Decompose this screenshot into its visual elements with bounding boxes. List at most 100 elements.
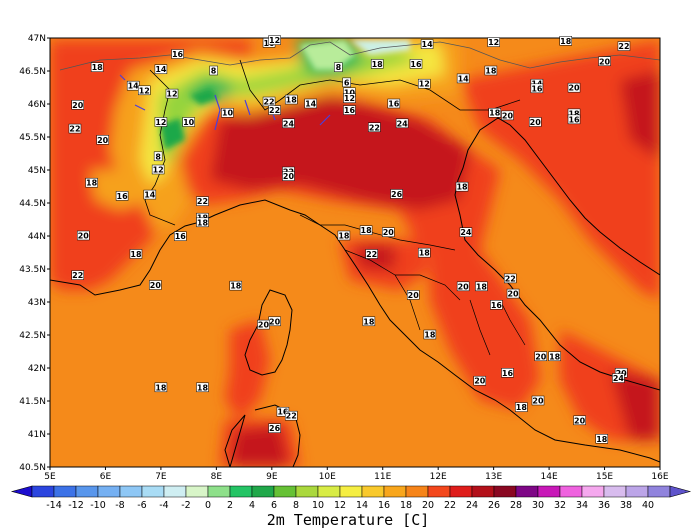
- colorbar-swatch: [427, 485, 451, 498]
- point-value-box: [138, 85, 151, 96]
- point-value: 18: [90, 62, 104, 72]
- colorbar-swatch: [471, 485, 495, 498]
- point-value-text: 20: [269, 317, 281, 326]
- point-value-box: [567, 114, 581, 125]
- point-value-text: 22: [72, 271, 83, 280]
- point-value-box: [475, 281, 488, 292]
- point-value-text: 26: [269, 424, 281, 433]
- point-value-text: 18: [549, 352, 561, 361]
- point-value-box: [196, 196, 209, 206]
- point-value-text: 18: [197, 218, 209, 227]
- point-value: 22: [71, 270, 84, 280]
- point-value-box: [484, 65, 498, 76]
- point-value: 8: [334, 62, 343, 72]
- point-value: 18: [284, 94, 298, 105]
- point-value-text: 16: [175, 232, 187, 241]
- colorbar-tick-label: -12: [68, 500, 84, 511]
- point-value-text: 18: [596, 435, 608, 444]
- point-value-box: [501, 368, 514, 378]
- point-value-text: 18: [456, 183, 468, 192]
- point-value-box: [487, 37, 500, 47]
- point-value: 16: [171, 49, 184, 59]
- point-value: 12: [154, 117, 168, 127]
- point-value-box: [501, 110, 514, 121]
- point-value-box: [531, 395, 545, 406]
- point-value-box: [284, 94, 298, 105]
- point-value: 20: [149, 280, 162, 290]
- point-value: 18: [484, 65, 498, 76]
- point-value: 20: [77, 230, 90, 241]
- lon-tick-label: 11E: [374, 472, 391, 482]
- point-value-text: 22: [197, 197, 208, 206]
- colorbar-tick-label: 30: [532, 500, 544, 511]
- colorbar-swatch: [493, 485, 517, 498]
- point-value-box: [268, 35, 281, 45]
- point-value-text: 20: [502, 111, 514, 120]
- point-value: 22: [262, 96, 276, 107]
- point-value: 18: [559, 36, 572, 46]
- point-value-text: 18: [286, 96, 298, 105]
- longitude-axis: 5E 6E 7E 8E 9E 10E 11E 12E 13E 14E 15E 16E: [44, 467, 669, 482]
- point-value: 18: [359, 225, 373, 235]
- colorbar-tick-label: -6: [137, 500, 146, 511]
- point-value-text: 18: [361, 226, 373, 235]
- point-value: 24: [395, 118, 409, 128]
- point-value: 16: [501, 368, 514, 378]
- point-value-text: 12: [269, 36, 280, 45]
- point-value-text: 16: [568, 115, 580, 124]
- point-value-box: [406, 290, 420, 300]
- point-value-text: 12: [153, 166, 164, 175]
- point-value: 22: [504, 273, 517, 283]
- point-value-text: 20: [535, 352, 547, 361]
- point-value-text: 24: [613, 374, 625, 383]
- point-value: 12: [268, 35, 281, 45]
- colorbar-tick-label: -14: [46, 500, 62, 511]
- point-value: 18: [418, 247, 431, 258]
- colorbar-tick-label: 10: [312, 500, 324, 511]
- point-value-box: [196, 217, 209, 228]
- point-value: 18: [362, 316, 376, 327]
- point-value-text: 12: [344, 94, 355, 103]
- point-value: 24: [459, 227, 473, 237]
- point-value-text: 18: [485, 67, 497, 76]
- point-value-box: [268, 423, 281, 433]
- point-value: 22: [365, 249, 378, 259]
- point-value: 18: [475, 281, 488, 292]
- point-value-box: [96, 135, 109, 145]
- point-value-text: 18: [489, 109, 501, 118]
- point-value: 22: [284, 410, 298, 421]
- point-value: 20: [573, 415, 586, 425]
- point-value: 22: [368, 122, 381, 132]
- point-value: 16: [530, 83, 544, 93]
- point-value: 22: [617, 41, 631, 51]
- point-value: 20: [268, 316, 281, 326]
- point-value-text: 20: [408, 291, 420, 300]
- point-value: 24: [282, 118, 295, 128]
- point-value-text: 16: [491, 301, 503, 310]
- point-value-text: 14: [458, 74, 470, 83]
- lat-tick-label: 44N: [28, 232, 46, 242]
- point-value: 16: [115, 191, 129, 201]
- colorbar-swatch: [97, 485, 121, 498]
- point-value: 18: [455, 181, 469, 192]
- colorbar-low-arrow: [10, 485, 33, 498]
- point-value-text: 26: [391, 190, 403, 199]
- colorbar-tick-label: 16: [378, 500, 390, 511]
- point-value: 20: [282, 171, 295, 181]
- point-value-text: 20: [599, 57, 611, 66]
- point-value: 16: [490, 300, 503, 310]
- colorbar-tick-label: 2: [227, 500, 233, 511]
- point-value: 20: [71, 100, 84, 110]
- point-value: 8: [153, 151, 163, 161]
- point-value-text: 14: [155, 65, 167, 74]
- point-value-box: [459, 227, 473, 237]
- point-value: 20: [456, 281, 470, 291]
- point-value: 18: [85, 177, 98, 188]
- point-value-text: 24: [283, 119, 295, 128]
- point-value-box: [362, 316, 376, 327]
- point-value-box: [85, 177, 98, 188]
- point-value-box: [370, 59, 384, 69]
- point-value-box: [182, 117, 195, 127]
- point-value-text: 16: [117, 192, 129, 201]
- lon-tick-label: 10E: [319, 472, 336, 482]
